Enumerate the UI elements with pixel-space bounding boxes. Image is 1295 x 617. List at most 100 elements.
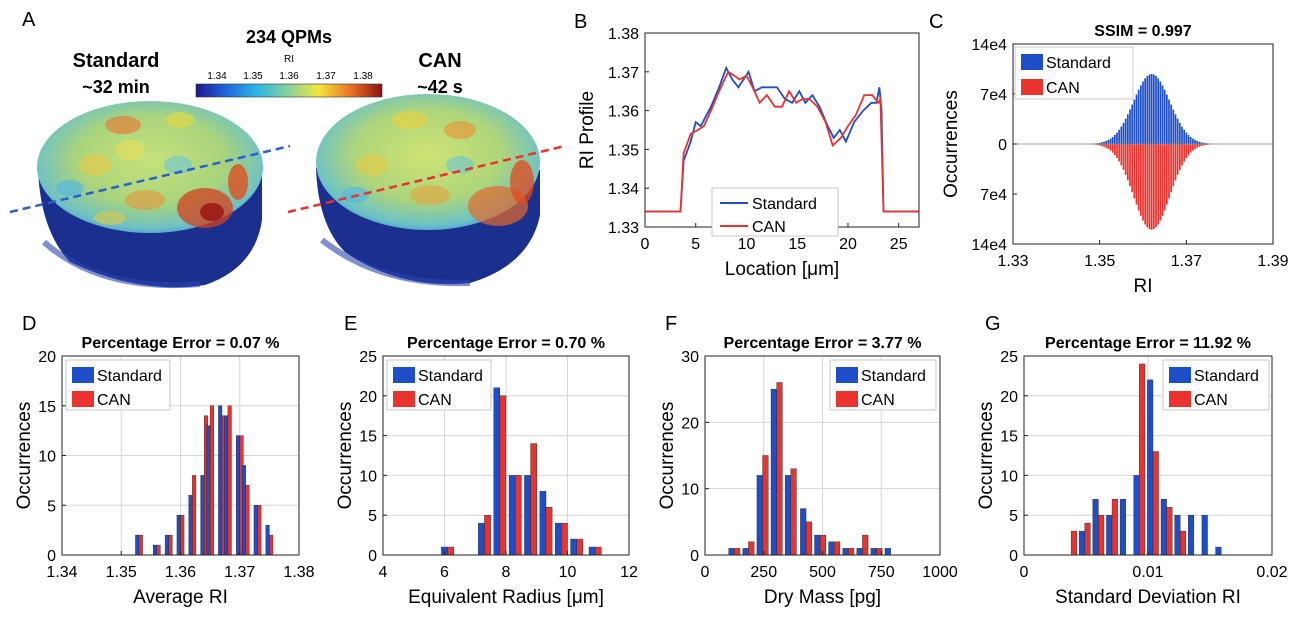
x-tick-label: 6 bbox=[440, 564, 449, 581]
histogram-bar bbox=[1133, 99, 1136, 144]
bar bbox=[209, 405, 214, 556]
x-tick-label: 1.37 bbox=[1171, 253, 1202, 270]
standard-time-label: ~32 min bbox=[82, 77, 150, 97]
y-tick-label: 14e4 bbox=[971, 37, 1007, 54]
bar bbox=[1166, 507, 1173, 556]
bar bbox=[748, 541, 755, 556]
histogram-bar bbox=[1152, 74, 1155, 144]
bar bbox=[1215, 546, 1222, 556]
histogram-bar bbox=[1109, 144, 1112, 151]
x-axis-label: Average RI bbox=[133, 587, 228, 608]
bar bbox=[1147, 379, 1154, 556]
histogram-bar bbox=[1105, 144, 1108, 148]
histogram-bar bbox=[1183, 129, 1186, 144]
x-tick-label: 10 bbox=[559, 564, 577, 581]
y-tick-label: 0 bbox=[690, 548, 699, 565]
x-tick-label: 1.34 bbox=[46, 564, 77, 581]
histogram-bar bbox=[1172, 144, 1175, 187]
colorbar-tick-label: 1.37 bbox=[316, 71, 336, 82]
legend-label: CAN bbox=[1046, 80, 1080, 97]
bar bbox=[180, 515, 185, 556]
x-tick-label: 15 bbox=[788, 236, 806, 253]
x-tick-label: 10 bbox=[738, 236, 756, 253]
y-tick-label: 7e4 bbox=[980, 187, 1007, 204]
histogram-bar bbox=[1170, 144, 1173, 193]
histogram-bar bbox=[1150, 74, 1153, 144]
x-axis-label: RI bbox=[1134, 276, 1153, 297]
x-tick-label: 1.39 bbox=[1257, 253, 1288, 270]
y-tick-label: 25 bbox=[359, 349, 377, 366]
bar bbox=[1152, 451, 1159, 556]
panel-letter: D bbox=[22, 313, 36, 335]
y-tick-label: 20 bbox=[38, 349, 56, 366]
histogram-bar bbox=[1165, 94, 1168, 144]
colorbar-ticks: 1.34 1.35 1.36 1.37 1.38 bbox=[207, 71, 373, 82]
histogram-bar bbox=[1109, 138, 1112, 144]
y-axis-label: Occurrences bbox=[657, 402, 678, 510]
y-tick-label: 5 bbox=[368, 508, 377, 525]
y-tick-label: 1.34 bbox=[608, 181, 639, 198]
x-tick-label: 25 bbox=[890, 236, 908, 253]
bar bbox=[1160, 499, 1167, 556]
panel-letter: B bbox=[574, 11, 587, 33]
x-tick-label: 8 bbox=[502, 564, 511, 581]
histogram-bar bbox=[1116, 144, 1118, 158]
histogram-bar bbox=[1142, 144, 1144, 221]
bar bbox=[848, 548, 855, 556]
histogram-bar bbox=[1100, 142, 1103, 144]
histogram-bar bbox=[1120, 144, 1123, 166]
chart-g: G 0 0.01 0.02 0 5 10 15 20 25 Standard Deviation R… bbox=[976, 313, 1288, 608]
chart-title: Percentage Error = 11.92 % bbox=[1045, 335, 1251, 352]
y-tick-label: 5 bbox=[1009, 508, 1018, 525]
bar bbox=[515, 475, 522, 556]
y-axis-label: Occurrences bbox=[14, 402, 35, 510]
bar bbox=[176, 515, 181, 556]
bar bbox=[1201, 515, 1208, 556]
x-tick-label: 500 bbox=[809, 564, 836, 581]
bar bbox=[524, 475, 531, 556]
colorbar-tick-label: 1.35 bbox=[243, 71, 263, 82]
y-tick-label: 15 bbox=[359, 429, 377, 446]
histogram-bar bbox=[1100, 144, 1103, 147]
bar bbox=[245, 485, 250, 556]
bar bbox=[224, 415, 229, 556]
histogram-bar bbox=[1174, 114, 1177, 144]
legend-label: CAN bbox=[1194, 392, 1228, 409]
bar bbox=[206, 425, 211, 556]
chart-title: Percentage Error = 3.77 % bbox=[724, 335, 922, 352]
histogram-bar bbox=[1155, 75, 1157, 144]
legend-swatch bbox=[1021, 79, 1043, 95]
bar bbox=[762, 455, 769, 556]
bar bbox=[756, 475, 763, 556]
histogram-bar bbox=[1137, 89, 1140, 144]
histogram-bar bbox=[1185, 132, 1188, 144]
bar bbox=[842, 548, 849, 556]
can-profile-line bbox=[287, 144, 566, 214]
y-tick-label: 0 bbox=[47, 548, 56, 565]
standard-profile-line bbox=[9, 144, 291, 214]
bar bbox=[530, 443, 537, 556]
colorbar-label: RI bbox=[284, 54, 294, 65]
y-tick-label: 20 bbox=[359, 389, 377, 406]
chart-title: Percentage Error = 0.07 % bbox=[82, 335, 280, 352]
histogram-bar bbox=[1150, 144, 1153, 230]
bar bbox=[805, 521, 812, 556]
legend-label: Standard bbox=[1194, 368, 1259, 385]
histogram-bar bbox=[1098, 142, 1101, 144]
bar bbox=[545, 507, 553, 556]
colorbar bbox=[195, 83, 383, 98]
bar bbox=[478, 522, 485, 556]
histogram-bar bbox=[1124, 144, 1127, 175]
y-tick-label: 15 bbox=[38, 399, 56, 416]
can-time-label: ~42 s bbox=[417, 77, 463, 97]
bar bbox=[539, 491, 547, 556]
y-tick-label: 5 bbox=[47, 498, 56, 515]
histogram-bar bbox=[1113, 134, 1116, 144]
histogram-bar bbox=[1129, 144, 1131, 187]
chart-b: B 0 5 10 15 20 25 1.33 1.34 1.35 1.36 1.37 1.38 Locat… bbox=[574, 11, 920, 280]
bar bbox=[1092, 499, 1099, 556]
bar bbox=[1070, 530, 1077, 556]
bar bbox=[1078, 530, 1085, 556]
chart-f: F 0 250 500 750 1000 0 10 20 30 Dry Mass [pg] Occur… bbox=[657, 313, 958, 608]
histogram-bar bbox=[1202, 142, 1205, 144]
